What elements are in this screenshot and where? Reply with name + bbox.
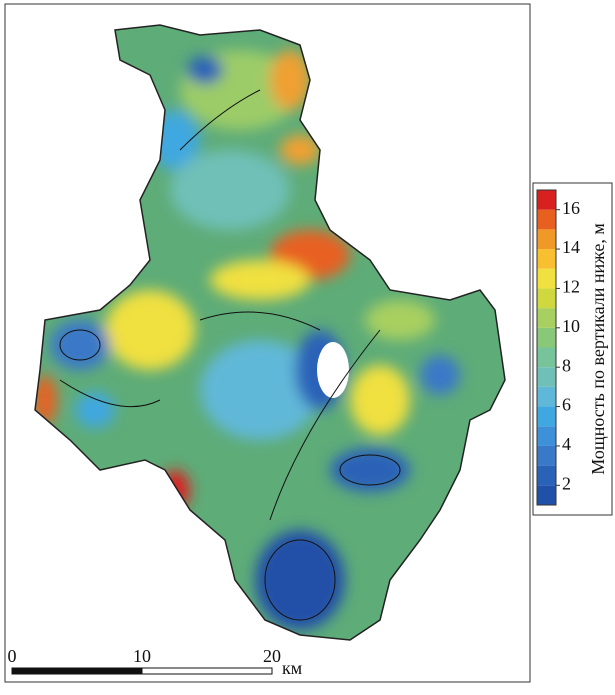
colorbar-band: [537, 445, 556, 466]
colorbar-tick-label: 16: [562, 198, 580, 218]
colorbar-tick-label: 8: [562, 355, 571, 375]
colorbar-band: [537, 288, 556, 309]
scale-bar-label: 0: [8, 646, 17, 666]
colorbar-band: [537, 190, 556, 210]
colorbar-label: Мощность по вертикали ниже, м: [588, 223, 608, 474]
scale-bar-unit: км: [282, 658, 302, 678]
colorbar-band: [537, 229, 556, 250]
colorbar-tick-label: 6: [562, 395, 571, 415]
colorbar-tick-label: 12: [562, 277, 580, 297]
colorbar-band: [537, 347, 556, 368]
colorbar-tick-label: 14: [562, 237, 580, 257]
colorbar-band: [537, 268, 556, 289]
colorbar-band: [537, 406, 556, 427]
colorbar-tick-label: 4: [562, 434, 571, 454]
colorbar-band: [537, 465, 556, 486]
colorbar-tick-label: 10: [562, 316, 580, 336]
colorbar-band: [537, 209, 556, 230]
colorbar-band: [537, 308, 556, 328]
colorbar-band: [537, 367, 556, 387]
colorbar-tick-label: 2: [562, 473, 571, 493]
colorbar-band: [537, 327, 556, 348]
scale-bar-segment: [141, 667, 273, 675]
colorbar-band: [537, 485, 556, 505]
thickness-map: [35, 25, 505, 640]
colorbar-band: [537, 386, 556, 407]
colorbar-band: [537, 249, 556, 269]
colorbar-frame: [536, 189, 557, 506]
colorbar-band: [537, 426, 556, 446]
map-outline: [34, 24, 506, 641]
scale-bar-label: 20: [263, 646, 281, 666]
scale-bar-segment: [11, 667, 143, 675]
map-frame: [4, 3, 531, 683]
scale-bar-label: 10: [133, 646, 151, 666]
